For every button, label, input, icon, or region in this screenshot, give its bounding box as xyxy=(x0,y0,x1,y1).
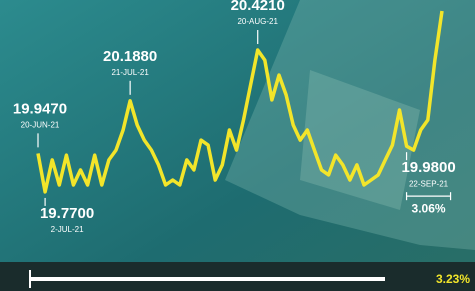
period-change-label: 3.06% xyxy=(412,201,446,215)
date-label: 2-JUL-21 xyxy=(51,225,84,234)
value-label: 19.7700 xyxy=(40,205,94,222)
date-label: 21-JUL-21 xyxy=(111,68,149,77)
value-label: 20.4210 xyxy=(231,0,285,14)
total-change-label: 3.23% xyxy=(436,272,470,286)
chart: 3.23% 19.9470 20-JUN-21 19.7700 2-JUL-21 20.… xyxy=(0,0,475,291)
date-label: 20-AUG-21 xyxy=(237,17,278,26)
page: {"chart_data": { "type": "line", "color"… xyxy=(0,0,475,291)
value-label: 20.1880 xyxy=(103,48,157,65)
value-label: 19.9470 xyxy=(13,100,67,117)
range-bar xyxy=(30,277,385,281)
bottom-strip xyxy=(0,262,475,291)
date-label: 20-JUN-21 xyxy=(21,120,60,129)
date-label: 22-SEP-21 xyxy=(409,179,449,188)
value-label: 19.9800 xyxy=(401,159,455,176)
